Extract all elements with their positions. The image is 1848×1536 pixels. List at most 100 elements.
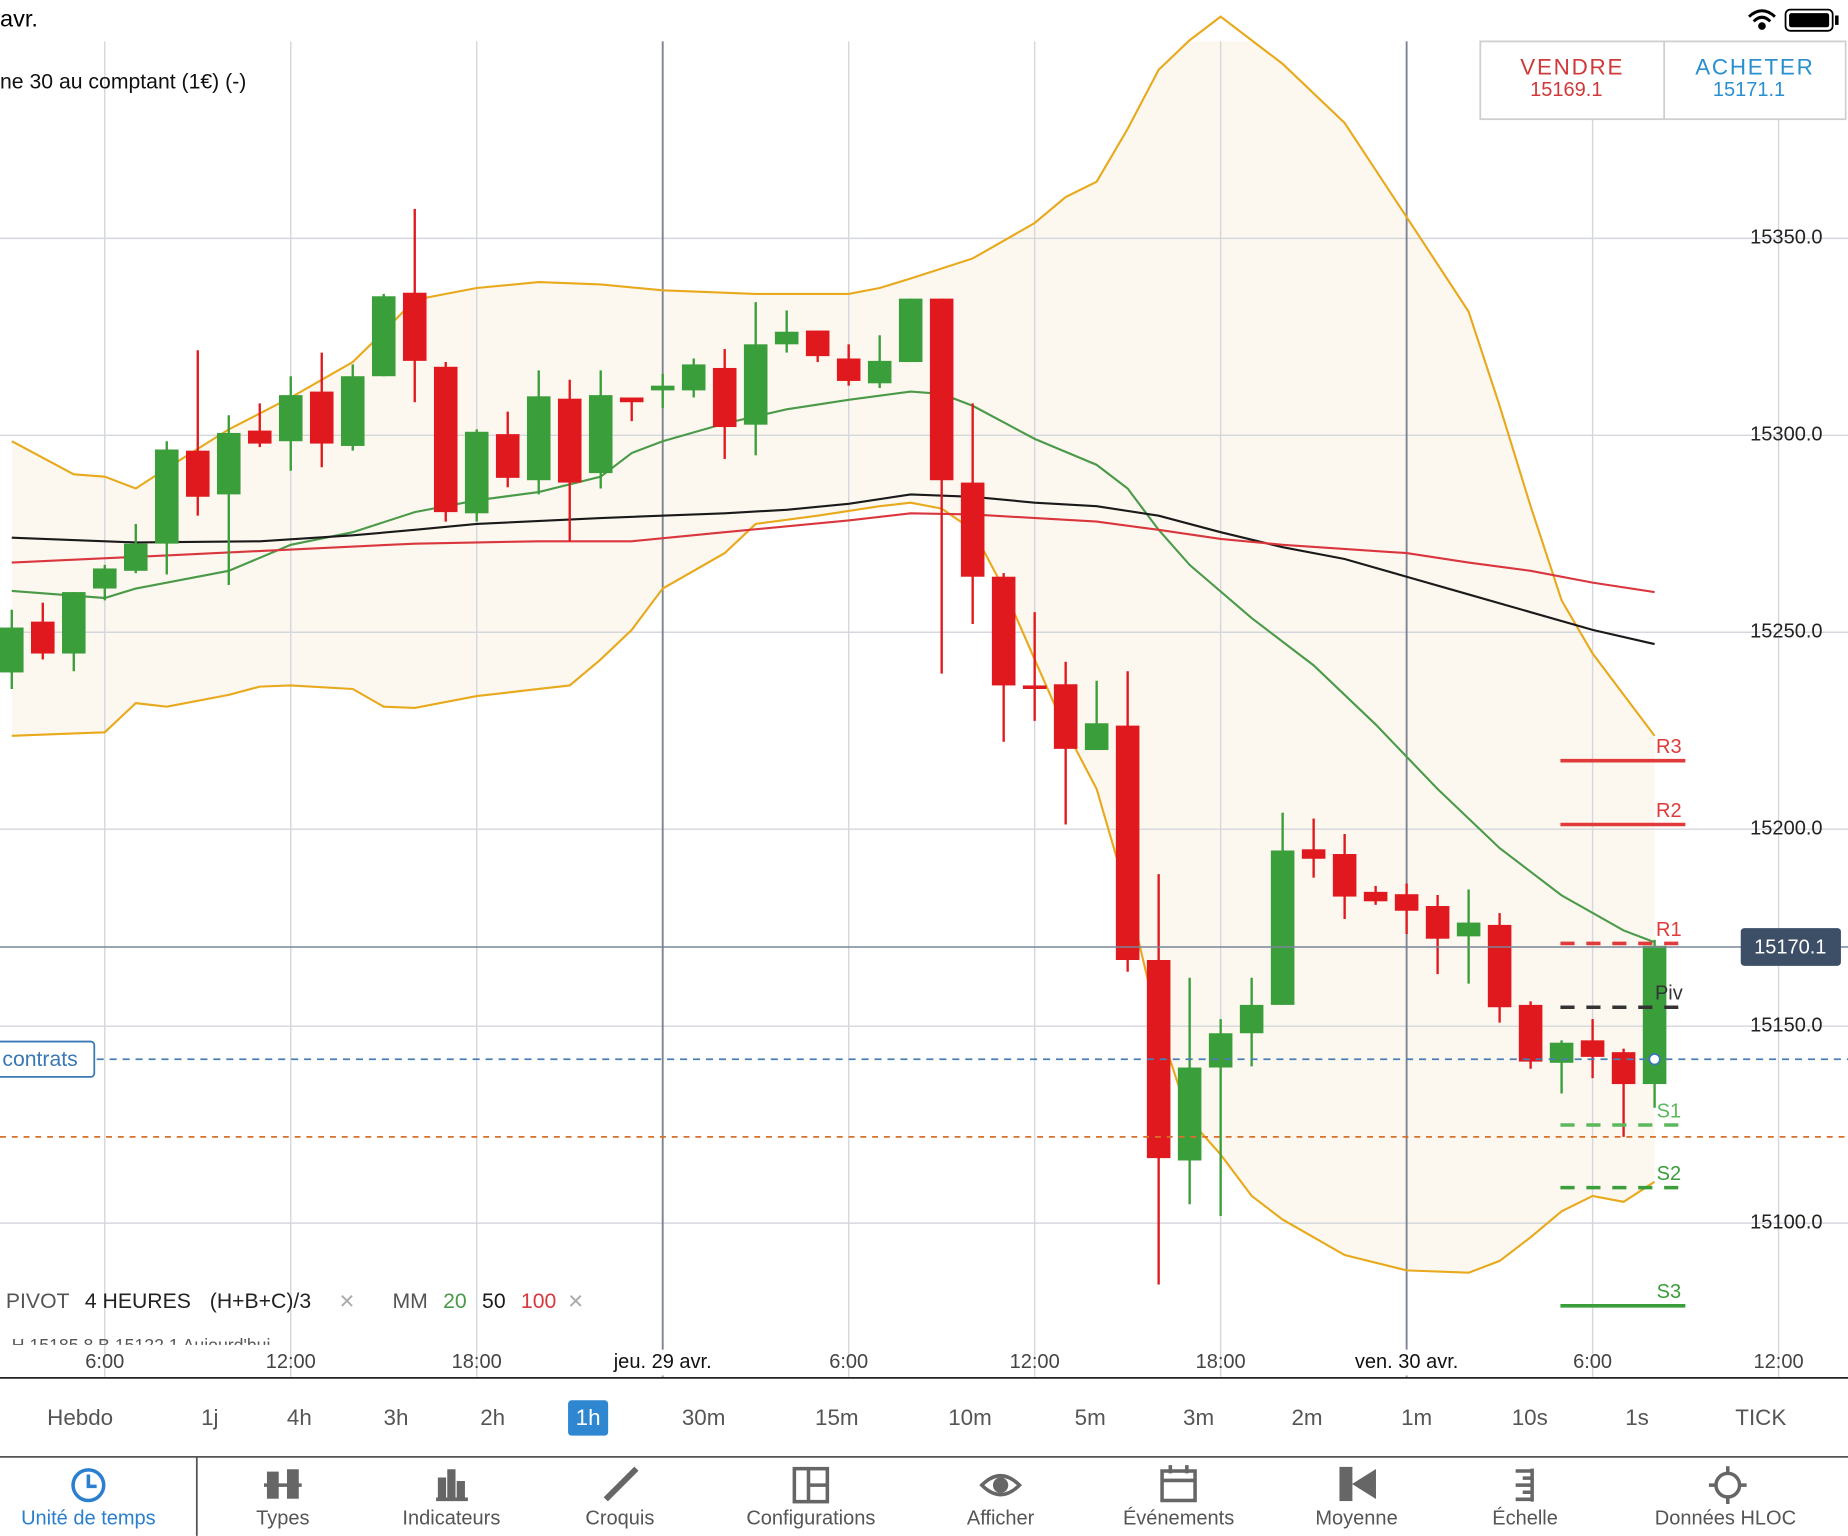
position-box bbox=[0, 1040, 96, 1078]
buy-button[interactable]: ACHETER bbox=[1695, 54, 1814, 79]
candle-body bbox=[402, 292, 427, 361]
candle-body bbox=[836, 358, 861, 381]
timeframe-option[interactable]: 1j bbox=[201, 1405, 218, 1430]
y-tick-label: 15300.0 bbox=[1750, 424, 1822, 446]
pivot-label: S2 bbox=[1657, 1163, 1681, 1185]
candle-body bbox=[61, 592, 86, 654]
candle-body bbox=[154, 449, 179, 544]
pivot-label: Piv bbox=[1655, 983, 1683, 1005]
candle-body bbox=[309, 391, 334, 444]
timeframe-option[interactable]: 1m bbox=[1401, 1405, 1432, 1430]
indicator-line bbox=[11, 390, 1655, 944]
toolbar-item[interactable]: Configurations bbox=[746, 1508, 875, 1530]
candle-body bbox=[1208, 1033, 1233, 1068]
candle-body bbox=[743, 344, 768, 425]
legend-ma-50: 50 bbox=[482, 1290, 506, 1313]
x-tick-label: 18:00 bbox=[1196, 1351, 1246, 1373]
wifi-icon bbox=[1748, 9, 1776, 30]
timeframe-option[interactable]: 3m bbox=[1183, 1405, 1214, 1430]
candle-body bbox=[123, 543, 148, 571]
timeframe-option[interactable]: 10m bbox=[948, 1405, 992, 1430]
candle-body bbox=[1115, 725, 1140, 960]
candle-body bbox=[526, 396, 551, 481]
y-tick-label: 15200.0 bbox=[1750, 818, 1822, 840]
candle-body bbox=[278, 395, 303, 442]
candle-body bbox=[464, 431, 489, 514]
candle-body bbox=[1456, 922, 1481, 937]
candle-body bbox=[1084, 723, 1109, 751]
timeframe-option[interactable]: 3h bbox=[384, 1405, 409, 1430]
candle-body bbox=[1394, 894, 1419, 911]
timeframe-option[interactable]: 15m bbox=[815, 1405, 859, 1430]
candle-body bbox=[1611, 1052, 1636, 1085]
toolbar-item[interactable]: Afficher bbox=[967, 1508, 1035, 1530]
toolbar-item[interactable]: Unité de temps bbox=[21, 1508, 156, 1530]
legend-ma-20: 20 bbox=[443, 1290, 467, 1313]
pivot-label: R2 bbox=[1656, 800, 1682, 822]
toolbar-item[interactable]: Échelle bbox=[1492, 1507, 1558, 1530]
candle-body bbox=[1146, 959, 1171, 1159]
candle-body bbox=[371, 296, 396, 377]
candle-body bbox=[898, 298, 923, 363]
x-tick-label: jeu. 29 avr. bbox=[613, 1351, 712, 1373]
candle-body bbox=[1177, 1067, 1202, 1161]
pivot-label: S1 bbox=[1657, 1100, 1681, 1122]
legend-pivot: PIVOT bbox=[6, 1290, 70, 1313]
x-tick-label: 12:00 bbox=[1010, 1351, 1060, 1373]
x-tick-label: 6:00 bbox=[829, 1351, 868, 1373]
x-tick-label: 12:00 bbox=[266, 1351, 316, 1373]
candle-body bbox=[1022, 685, 1047, 689]
timeframe-option[interactable]: 30m bbox=[682, 1405, 726, 1430]
legend-formula: (H+B+C)/3 bbox=[210, 1290, 311, 1313]
legend-info: H 15185.8 B 15122.1 Aujourd'hui bbox=[12, 1335, 271, 1355]
timeframe-option[interactable]: 4h bbox=[287, 1405, 312, 1430]
candle-body bbox=[588, 395, 613, 474]
legend: PIVOT 4 HEURES (H+B+C)/3 × MM 20 50 100 … bbox=[6, 1287, 583, 1355]
timeframe-option[interactable]: 1s bbox=[1625, 1405, 1649, 1430]
levels: contrats 15170.1 R3 R2 R1 Piv S1 S2 S3 bbox=[0, 736, 1848, 1308]
toolbar-item[interactable]: Types bbox=[256, 1508, 309, 1530]
candle-body bbox=[433, 366, 458, 513]
timeframe-option[interactable]: 2m bbox=[1291, 1405, 1322, 1430]
legend-remove[interactable]: × bbox=[339, 1287, 354, 1315]
pivot-label: R1 bbox=[1656, 919, 1682, 941]
timeframe-option[interactable]: 2h bbox=[480, 1405, 505, 1430]
candle-body bbox=[1518, 1004, 1543, 1062]
candle-body bbox=[557, 398, 582, 483]
toolbar-item[interactable]: Données HLOC bbox=[1655, 1508, 1796, 1530]
y-tick-label: 15350.0 bbox=[1750, 227, 1822, 249]
battery-icon bbox=[1784, 8, 1839, 32]
pivot-label: R3 bbox=[1656, 736, 1682, 758]
x-tick-label: ven. 30 avr. bbox=[1355, 1351, 1458, 1373]
candle-body bbox=[619, 397, 644, 403]
x-tick-label: 6:00 bbox=[1573, 1351, 1612, 1373]
timeframe-option[interactable]: 1h bbox=[576, 1405, 601, 1430]
timeframe-option[interactable]: 5m bbox=[1075, 1405, 1106, 1430]
position-marker bbox=[1648, 1053, 1661, 1066]
x-label-bg bbox=[601, 1349, 724, 1376]
sell-button[interactable]: VENDRE bbox=[1520, 54, 1624, 79]
candle-body bbox=[805, 330, 830, 357]
candle-body bbox=[92, 568, 117, 589]
candle-body bbox=[1363, 891, 1388, 902]
toolbar-item[interactable]: Croquis bbox=[585, 1508, 654, 1530]
toolbar-icons bbox=[71, 1465, 1747, 1505]
timeframe-option[interactable]: Hebdo bbox=[47, 1405, 113, 1430]
toolbar-item[interactable]: Événements bbox=[1123, 1507, 1234, 1530]
timeframe-option[interactable]: 10s bbox=[1512, 1405, 1548, 1430]
legend-remove[interactable]: × bbox=[568, 1287, 583, 1315]
instrument-name: ne 30 au comptant (1€) (-) bbox=[0, 70, 246, 93]
toolbar-item[interactable]: Indicateurs bbox=[402, 1508, 500, 1530]
buy-price: 15171.1 bbox=[1713, 79, 1785, 101]
toolbar: Unité de temps Types Indicateurs Croquis Con… bbox=[21, 1507, 1796, 1530]
toolbar-item[interactable]: Moyenne bbox=[1315, 1508, 1397, 1530]
x-tick-label: 12:00 bbox=[1754, 1351, 1804, 1373]
x-tick-label: 6:00 bbox=[85, 1351, 124, 1373]
candle-body bbox=[650, 385, 675, 391]
candle-body bbox=[185, 450, 210, 497]
candle-body bbox=[30, 621, 55, 654]
candle-body bbox=[495, 434, 520, 478]
y-tick-label: 15250.0 bbox=[1750, 621, 1822, 643]
timeframe-option[interactable]: TICK bbox=[1735, 1405, 1786, 1430]
